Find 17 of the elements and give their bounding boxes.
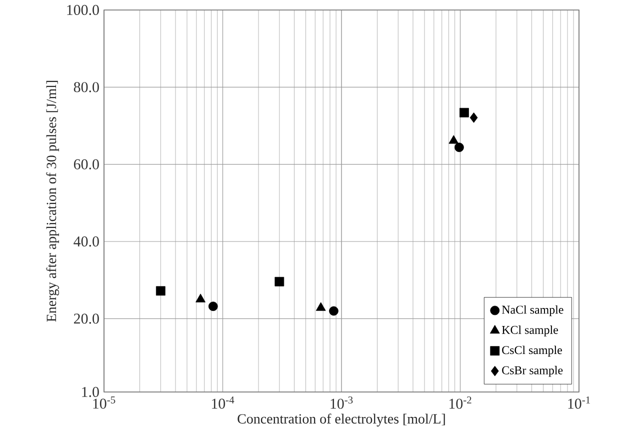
y-tick-label: 80.0 [74,82,99,92]
y-tick-label: 60.0 [74,159,99,170]
legend-label: CsBr sample [502,366,563,377]
x-tick-label: 10$^{-5}$ [93,396,116,409]
x-tick-label: 10$^{-2}$ [449,396,472,409]
x-tick-label: 10$^{-4}$ [212,396,234,409]
y-tick-label: 20.0 [74,314,99,324]
x-axis-title: Concentration of electrolytes [mol/L] [238,414,445,426]
y-tick-label: 1.0 [82,386,99,398]
x-tick-label: 10$^{-1}$ [568,396,590,409]
legend-label: CsCl sample [502,346,562,357]
legend-label: NaCl sample [502,305,564,316]
y-tick-label: 100.0 [67,4,99,16]
y-tick-label: 40.0 [74,236,99,247]
legend-label: KCl sample [502,326,558,336]
x-tick-label: 10$^{-3}$ [330,396,353,409]
y-axis-title: Energy after application of 30 pulses [J/ml] [46,80,60,322]
